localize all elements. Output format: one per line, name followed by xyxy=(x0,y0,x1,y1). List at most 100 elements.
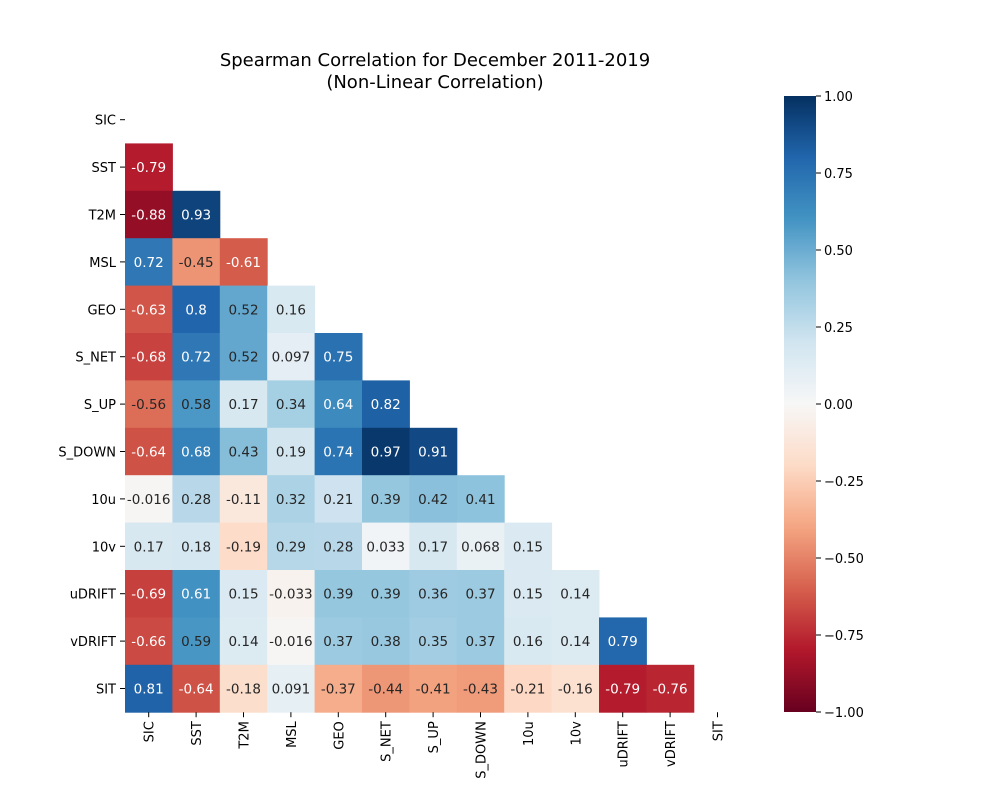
cell-label-10u-S_DOWN: 0.41 xyxy=(465,492,495,508)
y-tick-label-vDRIFT: vDRIFT xyxy=(70,635,116,650)
cell-vDRIFT-uDRIFT xyxy=(599,617,647,666)
cell-label-10v-10u: 0.15 xyxy=(513,539,543,555)
cell-MSL-SST xyxy=(172,238,221,287)
x-tick-label-S_NET: S_NET xyxy=(380,721,395,762)
cell-GEO-SIC xyxy=(125,285,173,334)
y-tick-label-S_UP: S_UP xyxy=(84,398,116,413)
cell-T2M-SST xyxy=(172,190,221,239)
cell-uDRIFT-MSL xyxy=(267,570,316,618)
cell-label-S_UP-SST: 0.58 xyxy=(181,397,211,413)
x-tick-label-S_UP: S_UP xyxy=(427,721,442,753)
cell-vDRIFT-10v xyxy=(551,617,600,666)
cell-label-vDRIFT-GEO: 0.37 xyxy=(323,634,353,650)
chart-subtitle: (Non-Linear Correlation) xyxy=(326,72,543,93)
cell-vDRIFT-S_UP xyxy=(409,617,458,666)
cell-label-SIT-T2M: -0.18 xyxy=(226,682,261,698)
cell-10v-T2M xyxy=(219,522,268,571)
cell-label-MSL-SST: -0.45 xyxy=(179,255,214,271)
cell-10u-SST xyxy=(172,475,221,524)
colorbar-tick-label: −0.75 xyxy=(824,629,864,644)
cell-label-GEO-MSL: 0.16 xyxy=(276,302,306,318)
cell-label-T2M-SIC: -0.88 xyxy=(131,208,166,224)
cell-label-S_UP-SIC: -0.56 xyxy=(131,397,166,413)
cell-label-S_DOWN-SST: 0.68 xyxy=(181,445,211,461)
y-tick-label-S_DOWN: S_DOWN xyxy=(58,446,116,461)
cell-label-vDRIFT-SIC: -0.66 xyxy=(131,634,166,650)
cell-10v-SIC xyxy=(125,522,173,571)
y-tick-label-10v: 10v xyxy=(92,540,117,555)
cell-label-vDRIFT-S_UP: 0.35 xyxy=(418,634,448,650)
cell-SIT-SIC xyxy=(125,664,173,713)
cell-label-uDRIFT-T2M: 0.15 xyxy=(228,587,258,603)
cell-label-10v-MSL: 0.29 xyxy=(276,539,306,555)
colorbar-tick-label: −0.25 xyxy=(824,475,864,490)
cell-label-GEO-SIC: -0.63 xyxy=(131,302,166,318)
cell-label-SST-SIC: -0.79 xyxy=(131,160,166,176)
cell-label-10u-S_UP: 0.42 xyxy=(418,492,448,508)
cell-10u-MSL xyxy=(267,475,316,524)
cell-S_DOWN-GEO xyxy=(314,427,363,476)
cell-MSL-SIC xyxy=(125,238,173,287)
cell-SIT-10v xyxy=(551,664,600,713)
x-tick-label-GEO: GEO xyxy=(332,721,347,750)
y-tick-label-SIT: SIT xyxy=(96,683,116,698)
cell-label-S_UP-T2M: 0.17 xyxy=(228,397,258,413)
colorbar-tick-label: 0.50 xyxy=(824,244,853,259)
x-axis: SIC SST T2M MSL GEO S_NET S_UP S_DOWN 10u 10v uDRI… xyxy=(143,712,727,779)
cell-SIT-T2M xyxy=(219,664,268,713)
cell-S_UP-MSL xyxy=(267,380,316,429)
cell-S_UP-SST xyxy=(172,380,221,429)
cell-label-10u-S_NET: 0.39 xyxy=(371,492,401,508)
cell-S_NET-MSL xyxy=(267,333,316,381)
cell-label-GEO-SST: 0.8 xyxy=(185,302,206,318)
cell-label-MSL-T2M: -0.61 xyxy=(226,255,261,271)
cell-vDRIFT-SST xyxy=(172,617,221,666)
cell-label-S_DOWN-GEO: 0.74 xyxy=(323,445,353,461)
cell-label-GEO-T2M: 0.52 xyxy=(228,302,258,318)
cell-SIT-MSL xyxy=(267,664,316,713)
cell-label-uDRIFT-S_UP: 0.36 xyxy=(418,587,448,603)
x-tick-label-SST: SST xyxy=(190,721,205,746)
y-tick-label-SST: SST xyxy=(92,161,117,176)
cell-uDRIFT-10u xyxy=(504,570,553,618)
y-tick-label-10u: 10u xyxy=(91,493,116,508)
cell-S_DOWN-SST xyxy=(172,427,221,476)
cell-label-uDRIFT-GEO: 0.39 xyxy=(323,587,353,603)
cell-label-T2M-SST: 0.93 xyxy=(181,208,211,224)
x-tick-label-SIC: SIC xyxy=(143,721,158,742)
cell-SIT-S_UP xyxy=(409,664,458,713)
cell-S_NET-SST xyxy=(172,333,221,381)
cell-S_NET-T2M xyxy=(219,333,268,381)
y-tick-label-uDRIFT: uDRIFT xyxy=(70,588,116,603)
cell-GEO-T2M xyxy=(219,285,268,334)
cell-label-10v-S_DOWN: 0.068 xyxy=(461,539,500,555)
cell-T2M-SIC xyxy=(125,190,173,239)
cell-label-uDRIFT-SIC: -0.69 xyxy=(131,587,166,603)
x-tick-label-10v: 10v xyxy=(569,721,584,746)
cell-label-SIT-S_NET: -0.44 xyxy=(368,682,403,698)
colorbar-gradient xyxy=(784,96,816,712)
cell-label-S_NET-T2M: 0.52 xyxy=(228,350,258,366)
cell-S_DOWN-S_UP xyxy=(409,427,458,476)
x-tick-label-SIT: SIT xyxy=(712,721,727,741)
cell-10v-SST xyxy=(172,522,221,571)
cell-uDRIFT-10v xyxy=(551,570,600,618)
cell-label-S_DOWN-S_UP: 0.91 xyxy=(418,445,448,461)
cell-label-S_NET-MSL: 0.097 xyxy=(272,350,311,366)
cell-SIT-10u xyxy=(504,664,553,713)
colorbar-tick-label: 0.25 xyxy=(824,321,853,336)
cell-label-10v-S_UP: 0.17 xyxy=(418,539,448,555)
cell-label-10v-SST: 0.18 xyxy=(181,539,211,555)
cell-label-S_DOWN-T2M: 0.43 xyxy=(228,445,258,461)
cell-label-vDRIFT-10v: 0.14 xyxy=(560,634,590,650)
cell-SIT-S_DOWN xyxy=(456,664,505,713)
cell-10v-10u xyxy=(504,522,553,571)
cell-S_DOWN-S_NET xyxy=(362,427,410,476)
cell-MSL-T2M xyxy=(219,238,268,287)
y-tick-label-S_NET: S_NET xyxy=(75,351,116,366)
cell-S_UP-GEO xyxy=(314,380,363,429)
cell-label-S_UP-GEO: 0.64 xyxy=(323,397,353,413)
cell-label-uDRIFT-SST: 0.61 xyxy=(181,587,211,603)
cell-10v-S_DOWN xyxy=(456,522,505,571)
x-tick-label-MSL: MSL xyxy=(285,720,300,747)
